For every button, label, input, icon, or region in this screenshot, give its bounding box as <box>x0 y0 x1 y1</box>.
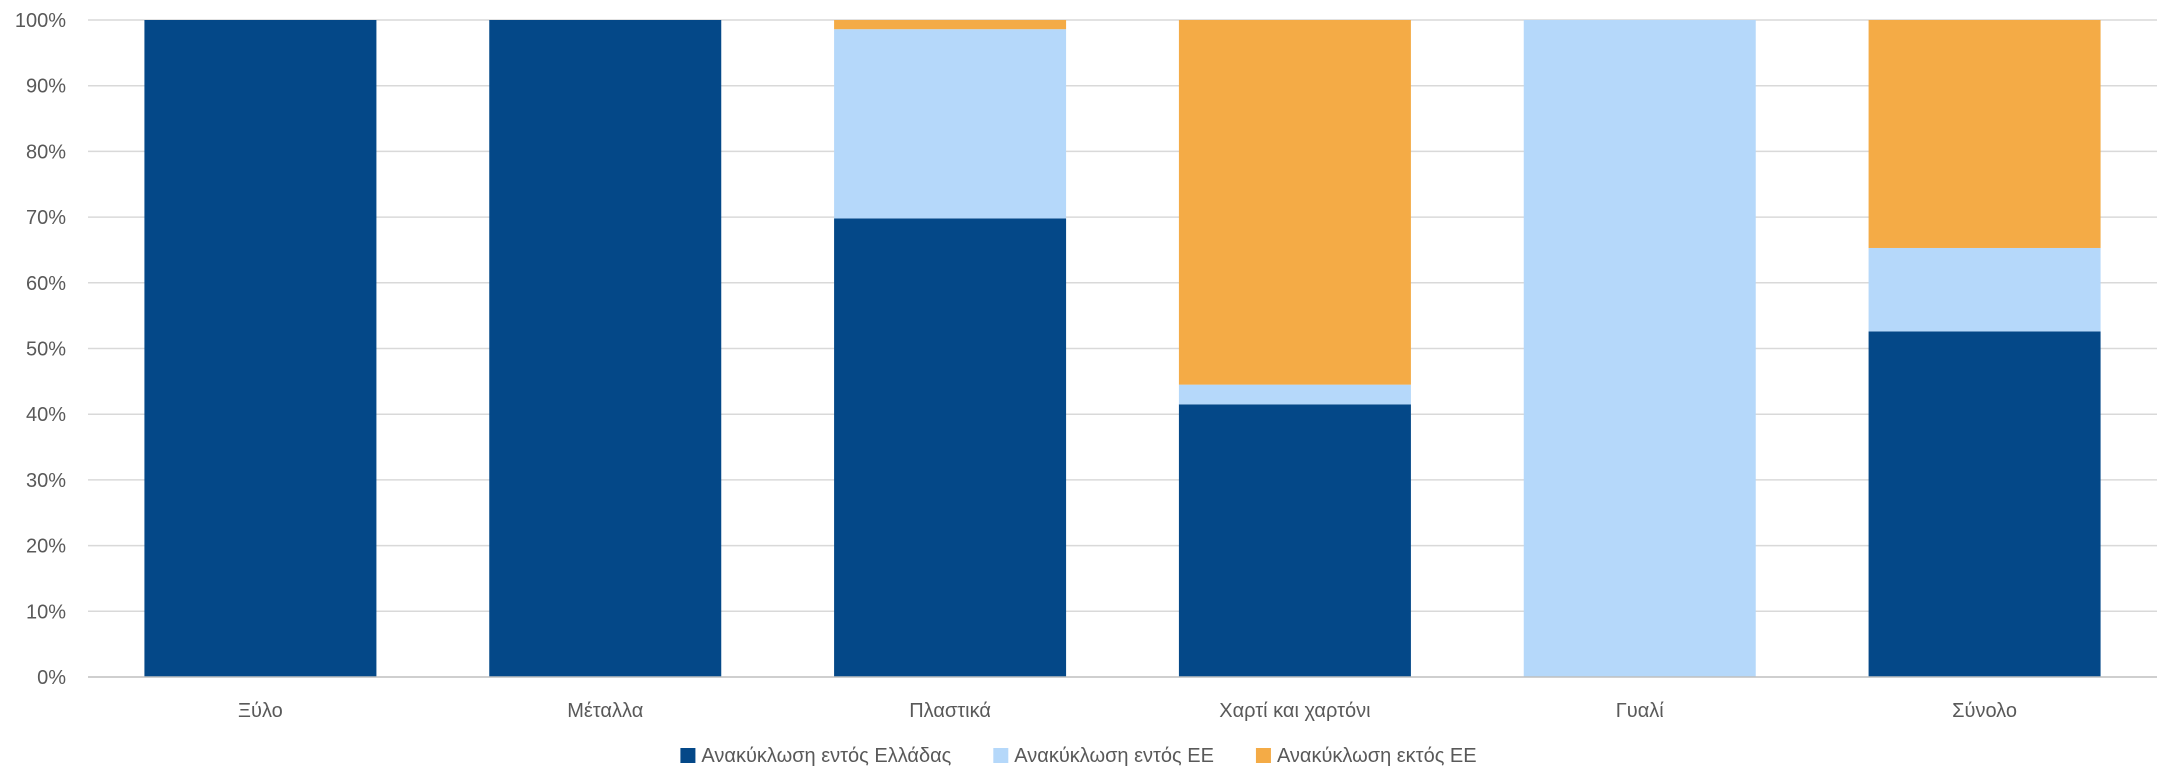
x-category-label: Γυαλί <box>1616 700 1665 722</box>
legend-label: Ανακύκλωση εντός Ελλάδας <box>701 745 951 767</box>
bar-segment-2-3 <box>834 29 1067 219</box>
bar-segment-3-4 <box>1178 20 1411 385</box>
x-category-label: Μέταλλα <box>567 700 643 722</box>
x-category-label: Χαρτί και χαρτόνι <box>1219 700 1370 722</box>
legend-label: Ανακύκλωση εντός ΕΕ <box>1014 745 1214 767</box>
bars <box>144 20 2101 677</box>
bar-segment-1-3 <box>834 218 1067 677</box>
y-tick-label: 30% <box>26 470 66 492</box>
y-tick-label: 10% <box>26 601 66 623</box>
x-category-label: Πλαστικά <box>909 700 991 722</box>
bar-segment-1-1 <box>144 20 377 677</box>
bar-segment-3-3 <box>834 20 1067 30</box>
legend: Ανακύκλωση εντός Ελλάδας Ανακύκλωση εντός… <box>680 745 1477 767</box>
bar-segment-1-4 <box>1178 404 1411 677</box>
bar-segment-2-5 <box>1523 20 1756 677</box>
y-tick-label: 70% <box>26 207 66 229</box>
gridlines <box>88 19 2157 613</box>
legend-swatch <box>680 748 696 763</box>
y-tick-label: 0% <box>37 667 66 689</box>
y-tick-label: 50% <box>26 339 66 361</box>
axes: 0% 10% 20% 30% 40% 50% 60% 70% 80% 90% 100% Ξύλο Μέτ… <box>15 10 2157 722</box>
y-tick-label: 100% <box>15 10 66 32</box>
bar-segment-2-6 <box>1868 247 2101 332</box>
legend-swatch <box>993 748 1009 763</box>
legend-swatch <box>1255 748 1271 763</box>
y-tick-label: 40% <box>26 404 66 426</box>
y-tick-label: 80% <box>26 141 66 163</box>
x-category-label: Σύνολο <box>1952 700 2017 722</box>
x-category-label: Ξύλο <box>238 700 283 722</box>
y-tick-label: 60% <box>26 273 66 295</box>
bar-segment-1-6 <box>1868 331 2101 677</box>
legend-label: Ανακύκλωση εκτός ΕΕ <box>1277 745 1477 767</box>
y-tick-label: 90% <box>26 76 66 98</box>
bar-segment-3-6 <box>1868 20 2101 248</box>
y-tick-label: 20% <box>26 536 66 558</box>
bar-segment-1-2 <box>489 20 722 677</box>
bar-segment-2-4 <box>1178 384 1411 405</box>
